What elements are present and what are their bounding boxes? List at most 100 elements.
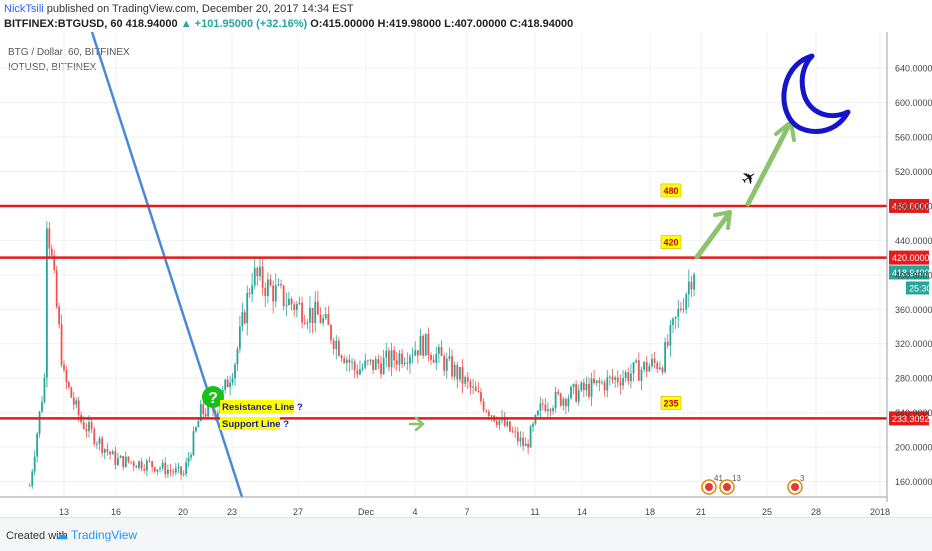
candle-body xyxy=(456,364,459,380)
candle-body xyxy=(285,305,288,307)
horizontal-lines[interactable]: 480.00000 480 420.00000 420 233.30924 235 418.… xyxy=(0,183,932,426)
candle-body xyxy=(119,455,122,459)
price-chart[interactable]: 480.00000480420.00000420233.30924235418.… xyxy=(0,32,932,517)
candle-body xyxy=(140,461,143,469)
candle-body xyxy=(248,292,251,294)
candle-body xyxy=(145,460,148,471)
candle-body xyxy=(117,458,119,465)
trendline-layer[interactable] xyxy=(90,32,244,498)
candle-body xyxy=(290,298,293,305)
candle-body xyxy=(651,358,653,367)
candle-body xyxy=(293,304,296,311)
candle-body xyxy=(532,423,534,427)
x-tick-label: 4 xyxy=(412,507,417,517)
level-tag-box-420 xyxy=(660,235,682,249)
candle-body xyxy=(601,382,603,384)
candle-body xyxy=(167,469,169,475)
candle-body xyxy=(153,467,156,472)
current-price-label: 418.94000 xyxy=(892,268,932,278)
candle-body xyxy=(585,383,588,391)
candle-body xyxy=(485,410,488,412)
candle-body xyxy=(448,356,451,359)
annotations-layer: ?Resistance Line ?Support Line ?✈41 13 3 xyxy=(202,53,851,495)
candle-body xyxy=(562,399,565,406)
candle-body xyxy=(385,350,388,358)
candle-body xyxy=(351,361,353,363)
candle-body xyxy=(529,426,532,448)
candle-body xyxy=(259,266,261,277)
candle-body xyxy=(316,301,319,315)
candle-body xyxy=(174,468,177,473)
candle-body xyxy=(207,403,210,417)
candle-body xyxy=(109,451,111,455)
candle-body xyxy=(645,362,648,372)
candle-body xyxy=(570,386,572,399)
x-tick-label: 14 xyxy=(577,507,587,517)
candle-body xyxy=(477,390,480,392)
candle-body xyxy=(324,313,327,319)
candle-body xyxy=(419,335,422,356)
candle-body xyxy=(440,347,443,357)
candle-body xyxy=(135,466,138,468)
small-green-arrow xyxy=(408,416,425,432)
candle-body xyxy=(590,378,593,397)
candle-body xyxy=(495,421,498,426)
candle-body xyxy=(622,377,624,386)
candle-body xyxy=(282,285,285,307)
candle-body xyxy=(401,353,403,365)
author-link[interactable]: NickTsili xyxy=(4,3,44,15)
candle-body xyxy=(231,378,234,383)
candle-body xyxy=(343,358,346,363)
candle-body xyxy=(192,431,195,455)
candle-body xyxy=(547,409,549,412)
candle-body xyxy=(693,274,695,290)
candle-body xyxy=(46,228,48,372)
y-tick-label: 520.00000 xyxy=(895,167,932,177)
candle-body xyxy=(124,456,127,467)
candle-body xyxy=(666,342,669,346)
candle-body xyxy=(469,381,472,388)
y-tick-label: 480.00000 xyxy=(895,201,932,211)
moon-icon xyxy=(781,53,851,134)
candle-body xyxy=(395,360,398,365)
tradingview-logo[interactable]: ☁ TradingView xyxy=(56,528,137,542)
candle-body xyxy=(577,390,580,402)
axis-price-label-235: 233.30924 xyxy=(892,414,932,424)
publish-info: NickTsili published on TradingView.com, … xyxy=(4,3,354,15)
candle-body xyxy=(264,287,267,297)
candle-body xyxy=(682,309,685,311)
candle-body xyxy=(414,350,417,356)
x-tick-label: 20 xyxy=(178,507,188,517)
candle-body xyxy=(338,340,340,356)
level-tag-box-235 xyxy=(660,396,682,410)
level-tag-480: 480 xyxy=(663,186,678,196)
event-marker-flag xyxy=(723,483,731,491)
candle-body xyxy=(554,391,557,409)
candle-body xyxy=(411,355,414,357)
x-tick-label: 28 xyxy=(811,507,821,517)
candle-body xyxy=(366,360,369,362)
candle-body xyxy=(50,248,53,256)
candlestick-series xyxy=(28,221,695,489)
x-tick-label: 16 xyxy=(111,507,121,517)
candle-body xyxy=(377,359,380,364)
y-tick-label: 160.00000 xyxy=(895,477,932,487)
candle-body xyxy=(674,316,677,319)
candle-body xyxy=(390,350,393,368)
candle-body xyxy=(348,359,351,363)
y-tick-label: 280.00000 xyxy=(895,374,932,384)
candle-body xyxy=(353,361,356,371)
candle-body xyxy=(303,322,306,324)
candle-body xyxy=(437,347,440,354)
candle-body xyxy=(93,429,96,444)
event-marker-count: 3 xyxy=(800,474,805,483)
candle-body xyxy=(516,431,519,442)
candle-body xyxy=(380,363,382,375)
candle-body xyxy=(217,413,219,417)
candle-body xyxy=(416,350,419,356)
tradingview-cloud-icon: ☁ xyxy=(56,528,68,542)
candle-body xyxy=(557,391,560,394)
candle-body xyxy=(459,367,461,380)
candle-body xyxy=(672,318,674,325)
candle-body xyxy=(648,366,651,372)
